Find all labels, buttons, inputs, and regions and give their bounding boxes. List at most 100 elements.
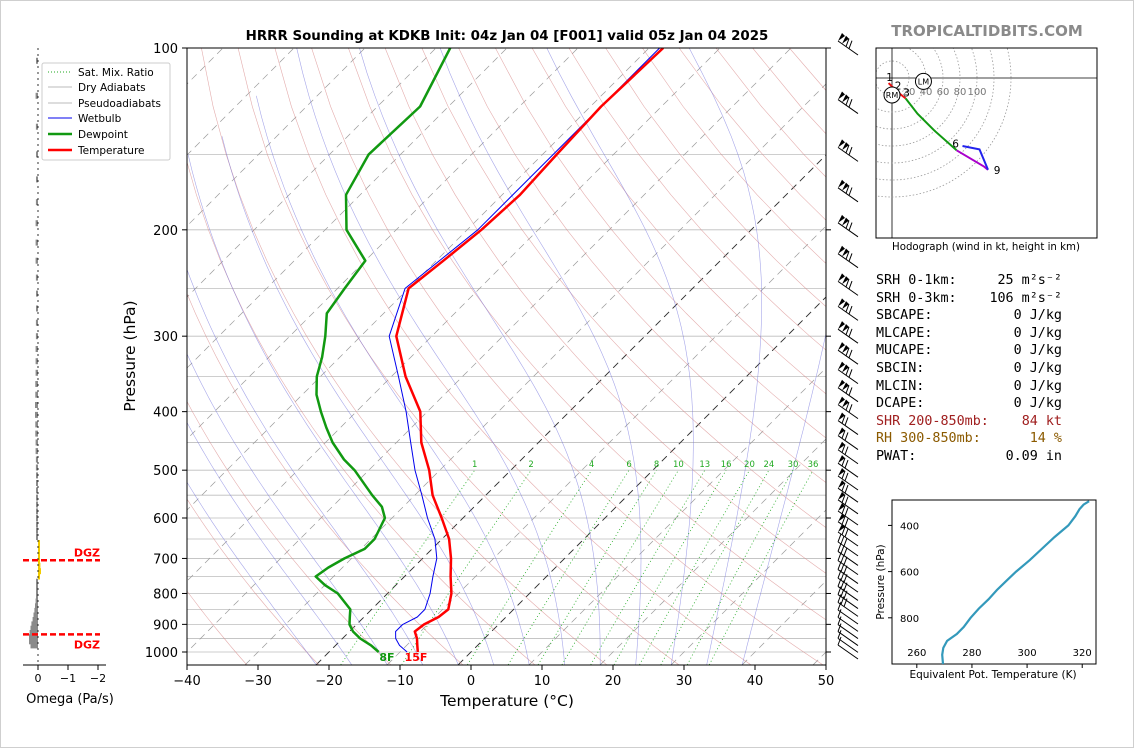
param-row: MLCIN: 0 J/kg <box>876 378 1062 396</box>
omega-bar <box>35 603 38 610</box>
pseudoadiabat <box>187 154 459 665</box>
param-value: 0 J/kg <box>1013 343 1062 359</box>
param-value: 84 kt <box>1021 413 1062 429</box>
dry-adiabat <box>274 48 751 665</box>
omega-bar <box>35 402 38 408</box>
dry-adiabat <box>187 292 463 665</box>
legend-dry-adiabats: Dry Adiabats <box>78 82 146 94</box>
pseudoadiabat <box>221 136 494 665</box>
pseudoadiabat <box>688 48 762 665</box>
omega-bar <box>35 358 38 365</box>
omega-bar <box>36 57 38 64</box>
dry-adiabat <box>531 48 826 395</box>
isotherm <box>528 367 826 665</box>
legend-wetbulb: Wetbulb <box>78 113 122 125</box>
x-tick-label: −20 <box>315 674 342 689</box>
omega-bar <box>35 456 38 463</box>
isotherm <box>244 83 826 665</box>
mixing-ratio-label: 2 <box>528 460 533 470</box>
dry-adiabat <box>495 48 826 439</box>
omega-bar <box>36 527 38 534</box>
isotherm <box>599 438 826 665</box>
hodo-height-label: 1 <box>886 72 893 84</box>
lm-marker <box>914 72 932 90</box>
hodo-ring-label: 80 <box>954 87 967 98</box>
skewt-plot-frame <box>186 47 827 666</box>
omega-bar <box>35 123 38 130</box>
dry-adiabat <box>187 400 392 665</box>
mixing-ratio-line <box>660 469 770 665</box>
param-label: PWAT: <box>876 448 917 464</box>
omega-panel: 0 −1 −2 Omega (Pa/s) DGZ DGZ <box>23 48 114 707</box>
hodo-ring <box>876 48 944 130</box>
param-row: SBCAPE: 0 J/kg <box>876 307 1062 325</box>
mixing-ratio-label: 4 <box>589 460 594 470</box>
omega-bar <box>36 176 38 183</box>
omega-bar <box>35 381 38 387</box>
skewt-legend: Sat. Mix. Ratio Dry Adiabats Pseudoadiab… <box>41 62 171 161</box>
dry-adiabat <box>605 48 826 308</box>
omega-bar <box>29 634 38 641</box>
pseudoadiabat <box>187 268 423 665</box>
wind-barb <box>837 273 859 296</box>
theta-e-frame <box>891 499 1097 665</box>
dry-adiabat <box>237 48 679 665</box>
wind-barb <box>837 623 859 646</box>
y-tick-label: 700 <box>153 552 178 567</box>
omega-bar <box>38 562 41 569</box>
omega-bar <box>35 430 38 437</box>
mixing-ratio-line <box>537 469 657 665</box>
param-value: 0 J/kg <box>1013 360 1062 376</box>
omega-bar <box>35 464 38 471</box>
wind-barb <box>837 552 859 576</box>
mixing-ratio-line <box>590 469 706 665</box>
dry-adiabat <box>348 48 826 621</box>
theta-e-y-tick-label: 600 <box>900 568 919 579</box>
hodo-ring-label: 40 <box>920 87 933 98</box>
wind-barb <box>837 455 859 478</box>
x-tick-label: −30 <box>244 674 271 689</box>
omega-bar <box>36 588 38 595</box>
isotherm <box>187 48 366 227</box>
isotherm <box>187 48 295 156</box>
hodo-ring-label: 20 <box>903 87 916 98</box>
omega-bar <box>31 621 38 628</box>
mixing-ratio-line <box>708 470 814 665</box>
omega-x-tick-label: −2 <box>90 672 106 685</box>
param-row: MLCAPE: 0 J/kg <box>876 325 1062 343</box>
skewt-xlabel: Temperature (°C) <box>439 692 574 710</box>
theta-e-x-tick-label: 280 <box>962 648 981 659</box>
y-tick-label: 1000 <box>145 646 178 661</box>
hodo-ring <box>876 48 961 147</box>
legend-temperature: Temperature <box>77 145 145 157</box>
mixing-ratio-label: 16 <box>721 460 732 470</box>
omega-bar <box>35 199 38 206</box>
param-label: SRH 0-1km: <box>876 273 957 288</box>
mixing-ratio-label: 8 <box>654 460 659 470</box>
omega-bar <box>35 220 38 227</box>
omega-bar <box>36 578 38 585</box>
x-tick-label: 0 <box>467 674 475 689</box>
wind-barb <box>837 361 859 385</box>
omega-xlabel: Omega (Pa/s) <box>26 692 114 707</box>
isotherm <box>187 48 579 440</box>
omega-bar <box>29 638 38 645</box>
omega-bar <box>35 439 38 446</box>
param-label: SRH 0-3km: <box>876 290 957 306</box>
wind-barb <box>837 636 859 660</box>
y-tick-label: 100 <box>153 42 178 57</box>
omega-bar <box>36 487 38 494</box>
dry-adiabat <box>187 498 320 665</box>
omega-bar <box>38 545 40 552</box>
hodo-height-label: 9 <box>994 165 1001 177</box>
isotherm-highlight <box>457 296 826 665</box>
x-tick-label: 10 <box>534 674 551 689</box>
omega-x-tick-label: 0 <box>35 672 42 685</box>
wind-barb <box>837 616 859 639</box>
omega-bar <box>35 333 38 340</box>
omega-bar <box>36 305 38 312</box>
hodo-height-label: 3 <box>903 87 910 99</box>
param-row: SRH 0-1km: 25 m²s⁻² <box>876 272 1062 290</box>
pseudoadiabat <box>187 421 352 665</box>
